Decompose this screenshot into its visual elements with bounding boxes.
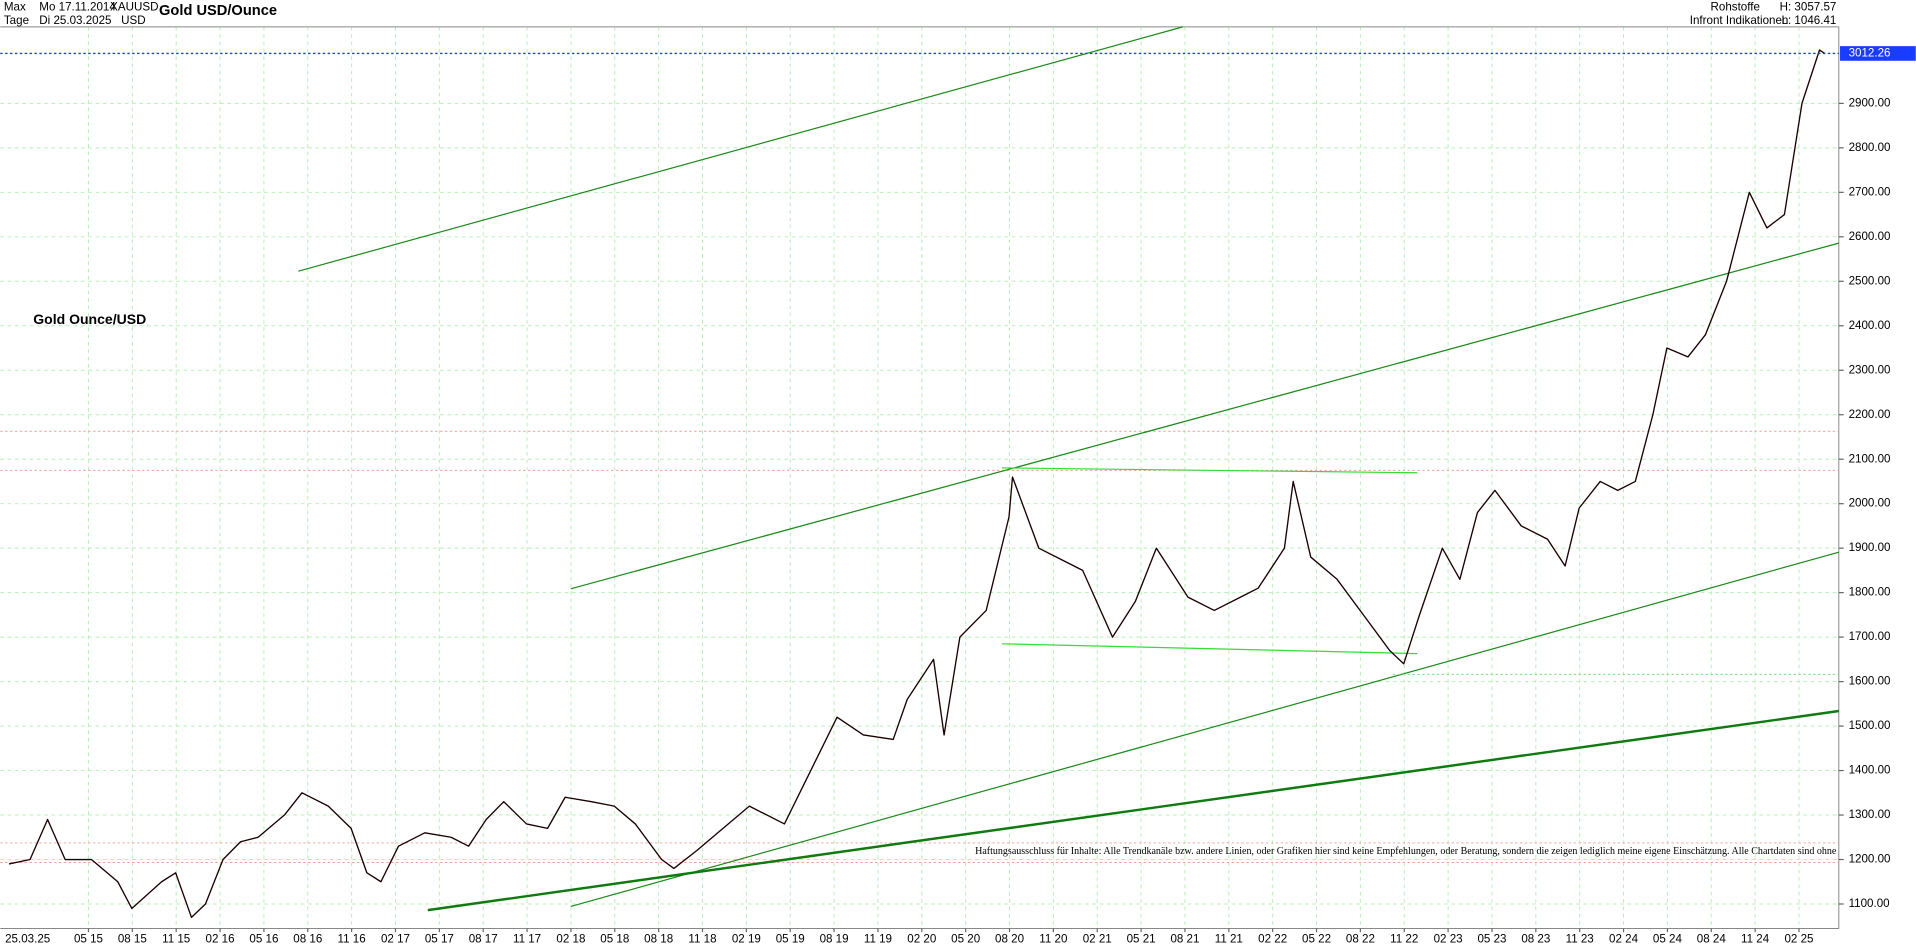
trend-line <box>427 709 1839 912</box>
x-tick-label: 08 24 <box>1697 933 1727 946</box>
x-tick-label: 11 20 <box>1039 933 1067 946</box>
x-tick-label: 11 19 <box>864 933 892 946</box>
trend-line <box>570 242 1839 590</box>
y-tick-label: 2500.00 <box>1849 274 1891 287</box>
x-tick-label: 05 24 <box>1653 933 1683 946</box>
x-tick-label: 05 22 <box>1302 933 1331 946</box>
x-tick-label: 11 17 <box>513 933 541 946</box>
end-date: Di 25.03.2025 <box>39 14 111 27</box>
y-tick-label: 2100.00 <box>1849 452 1891 465</box>
y-tick-label: 2800.00 <box>1849 141 1891 154</box>
disclaimer: Haftungsausschluss für Inhalte: Alle Tre… <box>975 845 1836 857</box>
x-tick-label: 02 22 <box>1258 933 1287 946</box>
y-tick-label: 1400.00 <box>1849 764 1891 777</box>
y-tick-label: 2700.00 <box>1849 185 1891 198</box>
x-tick-label: 11 22 <box>1390 933 1418 946</box>
low: L: 1046.41 <box>1782 14 1837 27</box>
y-tick-label: 1100.00 <box>1849 897 1890 910</box>
annotation: Gold Ounce/USD <box>33 311 146 327</box>
cursor-date: 25.03.25 <box>5 933 50 946</box>
x-tick-label: 02 16 <box>206 933 235 946</box>
range-line <box>1001 467 1418 474</box>
source: Infront Indikationen <box>1690 14 1789 27</box>
category: Rohstoffe <box>1711 0 1760 13</box>
x-tick-label: 02 24 <box>1609 933 1639 946</box>
x-tick-label: 05 16 <box>249 933 278 946</box>
y-tick-label: 2300.00 <box>1849 363 1891 376</box>
currency: USD <box>121 14 145 27</box>
x-tick-label: 05 17 <box>425 933 454 946</box>
x-tick-label: 02 19 <box>732 933 761 946</box>
price-line <box>8 49 1826 919</box>
y-tick-label: 2900.00 <box>1849 96 1891 109</box>
grid <box>0 26 1839 929</box>
x-tick-label: 08 20 <box>995 933 1024 946</box>
y-tick-label: 1200.00 <box>1849 853 1891 866</box>
current-price-label: 3012.26 <box>1849 47 1891 60</box>
x-tick-label: 11 16 <box>338 933 366 946</box>
plot <box>8 49 1826 919</box>
y-tick-label: 2400.00 <box>1849 319 1891 332</box>
x-tick-label: 11 18 <box>688 933 716 946</box>
x-tick-label: 02 20 <box>907 933 936 946</box>
high: H: 3057.57 <box>1780 0 1837 13</box>
x-tick-label: 02 18 <box>556 933 585 946</box>
y-tick-label: 1300.00 <box>1849 808 1891 821</box>
y-tick-label: 1800.00 <box>1849 586 1891 599</box>
x-tick-label: 05 21 <box>1127 933 1156 946</box>
x-tick-label: 05 19 <box>776 933 805 946</box>
symbol: XAUUSD <box>110 0 158 13</box>
interval: Tage <box>4 14 29 27</box>
y-tick-label: 1700.00 <box>1849 630 1891 643</box>
x-tick-label: 11 21 <box>1215 933 1243 946</box>
range: Max <box>4 0 26 13</box>
x-tick-label: 08 21 <box>1170 933 1199 946</box>
x-tick-label: 05 15 <box>74 933 103 946</box>
y-tick-label: 1900.00 <box>1849 541 1891 554</box>
x-tick-label: 08 18 <box>644 933 673 946</box>
x-tick-label: 05 20 <box>951 933 980 946</box>
x-tick-label: 02 25 <box>1784 933 1813 946</box>
y-tick-label: 2200.00 <box>1849 408 1891 421</box>
x-tick-label: 02 17 <box>381 933 410 946</box>
x-tick-label: 05 23 <box>1477 933 1506 946</box>
x-tick-label: 11 24 <box>1741 933 1770 946</box>
range-line <box>1001 643 1418 655</box>
y-tick-label: 2000.00 <box>1849 497 1891 510</box>
trend-line <box>298 26 1183 272</box>
x-tick-label: 08 16 <box>293 933 322 946</box>
y-tick-label: 1600.00 <box>1849 675 1891 688</box>
x-tick-label: 08 19 <box>820 933 849 946</box>
chart-title: Gold USD/Ounce <box>159 3 277 19</box>
x-tick-label: 11 15 <box>162 933 190 946</box>
x-tick-label: 08 17 <box>469 933 498 946</box>
x-tick-label: 02 21 <box>1083 933 1112 946</box>
x-tick-label: 05 18 <box>600 933 629 946</box>
trend-line <box>570 551 1839 908</box>
x-tick-label: 02 23 <box>1434 933 1463 946</box>
start-date: Mo 17.11.2014 <box>39 0 116 13</box>
x-tick-label: 11 23 <box>1566 933 1594 946</box>
y-tick-label: 1500.00 <box>1849 719 1891 732</box>
y-tick-label: 2600.00 <box>1849 230 1891 243</box>
x-tick-label: 08 15 <box>118 933 147 946</box>
x-tick-label: 08 23 <box>1521 933 1550 946</box>
current-price-box <box>1840 46 1916 61</box>
x-tick-label: 08 22 <box>1346 933 1375 946</box>
